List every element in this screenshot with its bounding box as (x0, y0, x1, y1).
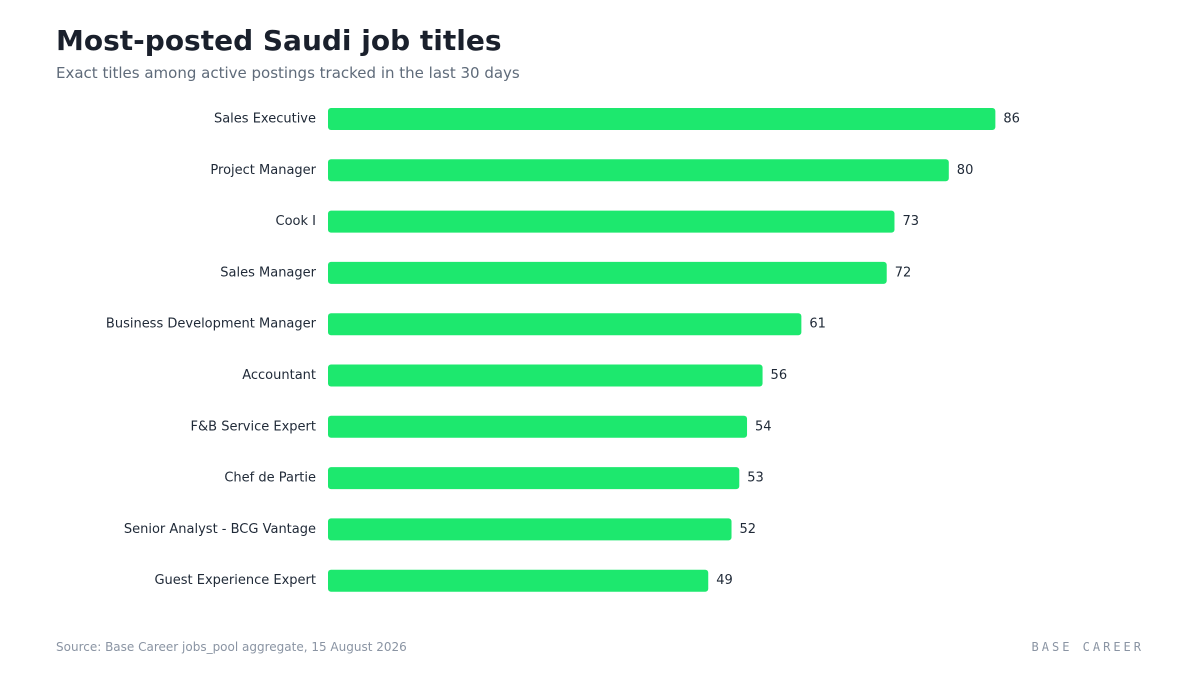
bar (328, 415, 748, 438)
bar (328, 364, 763, 387)
chart-subtitle: Exact titles among active postings track… (56, 64, 520, 82)
bar (328, 210, 895, 233)
source-note: Source: Base Career jobs_pool aggregate,… (56, 640, 407, 654)
bar (328, 569, 709, 592)
value-label: 80 (957, 163, 974, 178)
category-label: Accountant (242, 368, 316, 383)
value-label: 53 (747, 471, 764, 486)
value-label: 61 (809, 317, 826, 332)
bar (328, 467, 740, 490)
category-label: Senior Analyst - BCG Vantage (124, 522, 316, 537)
bar (328, 108, 996, 130)
category-label: Chef de Partie (224, 471, 316, 486)
bar (328, 313, 802, 336)
category-label: Project Manager (210, 163, 316, 178)
value-label: 73 (902, 214, 919, 229)
brand-wordmark: BASE CAREER (1031, 640, 1144, 654)
bar (328, 518, 732, 541)
value-label: 86 (1003, 112, 1020, 127)
bar (328, 261, 887, 284)
value-label: 54 (755, 419, 772, 434)
category-label: Guest Experience Expert (154, 573, 316, 588)
category-label: Cook I (276, 214, 316, 229)
category-label: Sales Executive (214, 112, 316, 127)
value-label: 56 (771, 368, 788, 383)
category-label: F&B Service Expert (191, 419, 316, 434)
value-label: 52 (740, 522, 757, 537)
category-label: Sales Manager (220, 265, 316, 280)
chart-title: Most-posted Saudi job titles (56, 24, 502, 57)
value-label: 72 (895, 265, 912, 280)
value-label: 49 (716, 573, 733, 588)
category-label: Business Development Manager (106, 317, 317, 332)
bar (328, 159, 949, 182)
